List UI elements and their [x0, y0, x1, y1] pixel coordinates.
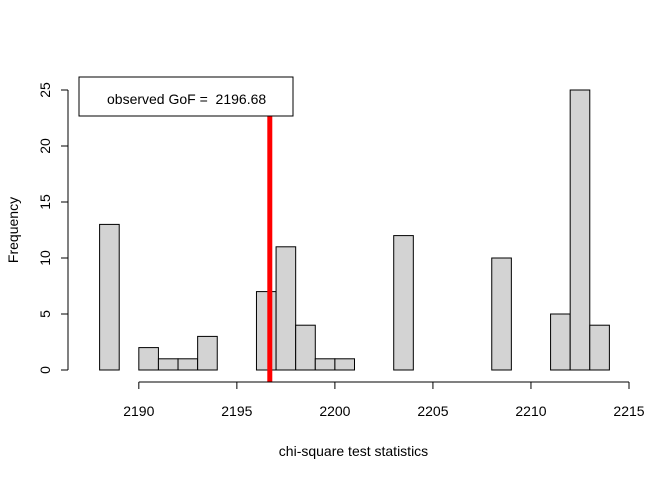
- histogram-bar: [491, 257, 512, 371]
- histogram-bar: [197, 335, 218, 371]
- histogram-bar: [314, 358, 336, 371]
- x-tick-label: 2210: [515, 403, 546, 419]
- histogram-bars: [99, 89, 610, 371]
- y-tick-label: 10: [37, 250, 53, 266]
- histogram-bar: [275, 246, 297, 371]
- y-tick-label: 5: [37, 310, 53, 318]
- x-axis-label: chi-square test statistics: [279, 443, 428, 459]
- histogram-bar: [334, 358, 355, 371]
- x-tick-label: 2190: [123, 403, 154, 419]
- histogram-bar: [157, 358, 179, 371]
- y-tick-label: 25: [37, 82, 53, 98]
- y-axis: 0 5 10 15 20 25: [37, 82, 69, 374]
- x-tick-label: 2195: [221, 403, 252, 419]
- legend-box: [78, 76, 294, 117]
- y-tick-label: 20: [37, 138, 53, 154]
- histogram-bar: [177, 358, 199, 371]
- histogram-bar: [255, 291, 277, 371]
- x-tick-label: 2205: [417, 403, 448, 419]
- histogram-bar: [99, 223, 120, 371]
- histogram-bar: [550, 313, 571, 371]
- histogram-bar: [138, 347, 159, 371]
- histogram-bar: [569, 89, 591, 371]
- x-axis: 2190 2195 2200 2205 2210 2215: [123, 381, 645, 419]
- y-axis-label: Frequency: [5, 197, 21, 263]
- legend-text: observed GoF = 2196.68: [107, 91, 266, 107]
- x-tick-label: 2215: [613, 403, 644, 419]
- histogram-bar: [295, 324, 316, 371]
- y-tick-label: 0: [37, 366, 53, 374]
- histogram-bar: [589, 324, 610, 371]
- x-tick-label: 2200: [319, 403, 350, 419]
- y-tick-label: 15: [37, 194, 53, 210]
- legend: observed GoF = 2196.68: [78, 76, 294, 117]
- histogram-bar: [393, 235, 414, 371]
